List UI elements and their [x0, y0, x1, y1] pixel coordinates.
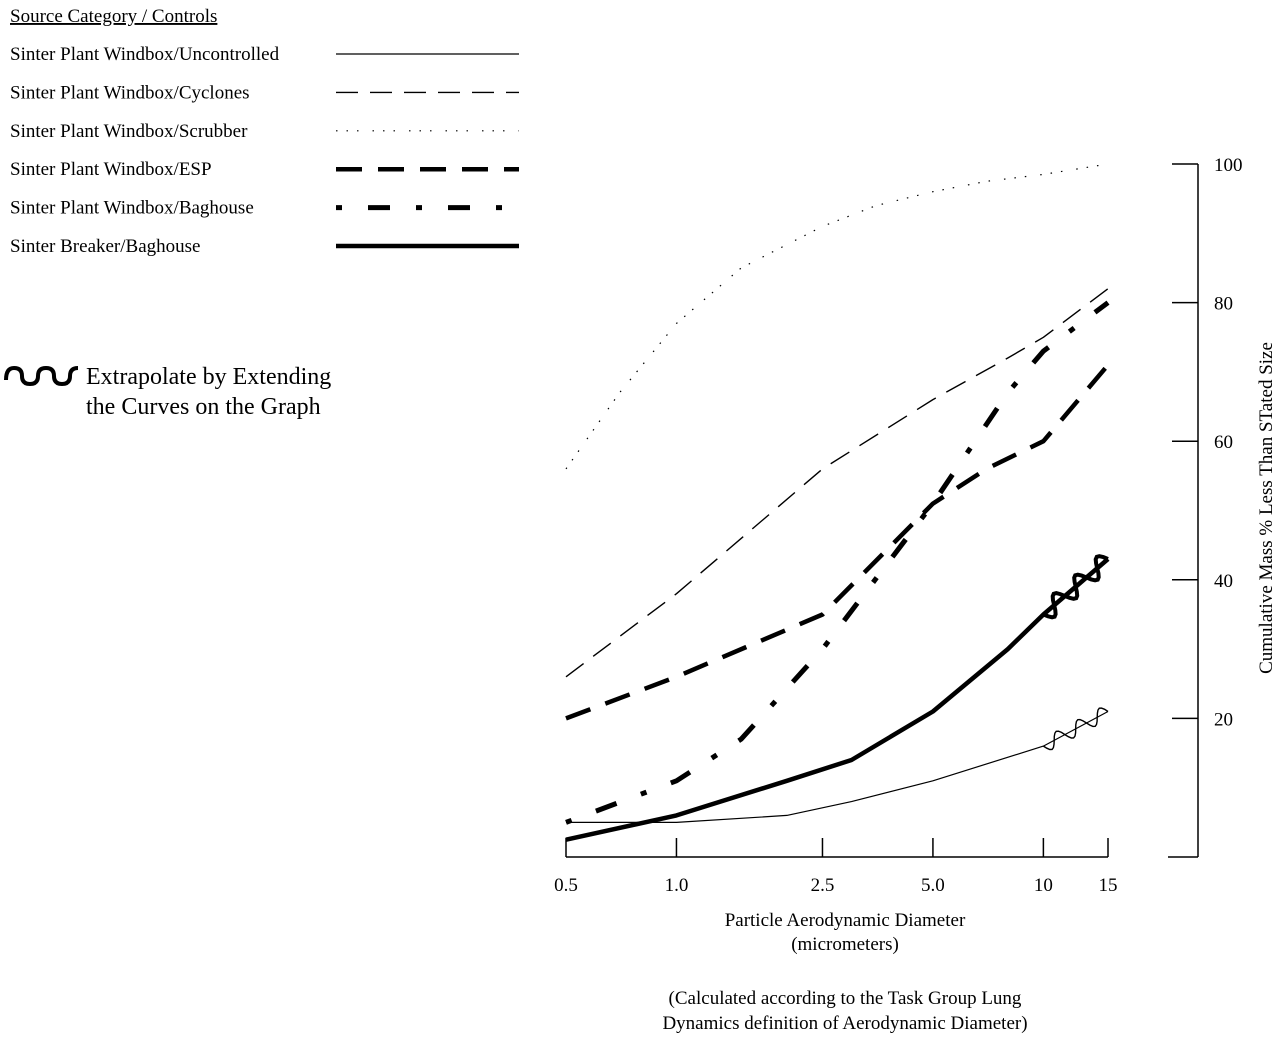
extrapolation-marks	[1042, 554, 1109, 751]
series-line-6	[565, 557, 1110, 842]
extrapolate-text-1: Extrapolate by Extending	[86, 364, 331, 390]
extrapolation-wave-6	[1042, 554, 1109, 620]
legend-items: Sinter Plant Windbox/Uncontrolled Sinter …	[10, 44, 519, 257]
extrapolation-wave-1	[1043, 707, 1109, 751]
y-axis: 20 40 60 80 100	[1168, 155, 1243, 858]
y-tick-label: 80	[1214, 294, 1233, 315]
legend-title: Source Category / Controls	[10, 6, 217, 27]
series-line-4	[565, 363, 1110, 721]
y-tick-label: 60	[1214, 432, 1233, 453]
x-axis: 0.5 1.0 2.5 5.0 10 15	[554, 838, 1118, 896]
wave-icon	[4, 365, 79, 387]
legend-label: Sinter Plant Windbox/Baghouse	[10, 198, 254, 219]
series-line-3	[565, 163, 1109, 470]
x-tick-label: 2.5	[811, 875, 835, 896]
extrapolate-note: Extrapolate by Extending the Curves on t…	[4, 364, 331, 420]
x-tick-label: 5.0	[921, 875, 945, 896]
y-tick-label: 100	[1214, 155, 1243, 176]
y-tick-label: 40	[1214, 571, 1233, 592]
series-line-2	[565, 288, 1109, 678]
legend-label: Sinter Plant Windbox/Scrubber	[10, 121, 248, 142]
series-layer	[565, 163, 1110, 842]
y-axis-label: Cumulative Mass % Less Than STated Size	[1256, 342, 1277, 674]
note-line-2: Dynamics definition of Aerodynamic Diame…	[662, 1013, 1027, 1034]
legend-label: Sinter Breaker/Baghouse	[10, 236, 200, 257]
legend-label: Sinter Plant Windbox/Uncontrolled	[10, 44, 280, 65]
x-tick-label: 10	[1034, 875, 1053, 896]
note-line-1: (Calculated according to the Task Group …	[669, 988, 1022, 1009]
extrapolate-text-2: the Curves on the Graph	[86, 394, 321, 420]
legend-label: Sinter Plant Windbox/ESP	[10, 159, 212, 180]
x-tick-label: 0.5	[554, 875, 578, 896]
x-tick-label: 1.0	[665, 875, 689, 896]
x-tick-label: 15	[1099, 875, 1118, 896]
legend-label: Sinter Plant Windbox/Cyclones	[10, 82, 250, 103]
series-line-5	[565, 300, 1110, 825]
x-axis-label-1: Particle Aerodynamic Diameter	[725, 910, 966, 931]
x-axis-label-2: (micrometers)	[791, 934, 899, 955]
y-tick-label: 20	[1214, 709, 1233, 730]
legend: Source Category / Controls Sinter Plant …	[10, 6, 519, 257]
